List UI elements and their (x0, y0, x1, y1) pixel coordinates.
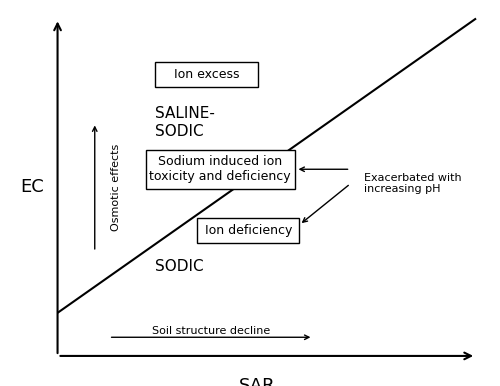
Bar (155, 62, 258, 87)
Text: EC: EC (20, 178, 44, 196)
Text: SODIC: SODIC (155, 259, 204, 274)
Bar (146, 149, 294, 189)
Text: Sodium induced ion
toxicity and deficiency: Sodium induced ion toxicity and deficien… (150, 155, 291, 183)
Text: Osmotic effects: Osmotic effects (110, 144, 120, 231)
Bar (197, 218, 300, 243)
Text: Ion deficiency: Ion deficiency (204, 224, 292, 237)
Text: SALINE-
SODIC: SALINE- SODIC (155, 107, 215, 139)
Text: Exacerbated with
increasing pH: Exacerbated with increasing pH (364, 173, 462, 195)
Text: SAR: SAR (239, 378, 276, 386)
Text: Ion excess: Ion excess (174, 68, 239, 81)
Text: Soil structure decline: Soil structure decline (152, 326, 270, 336)
